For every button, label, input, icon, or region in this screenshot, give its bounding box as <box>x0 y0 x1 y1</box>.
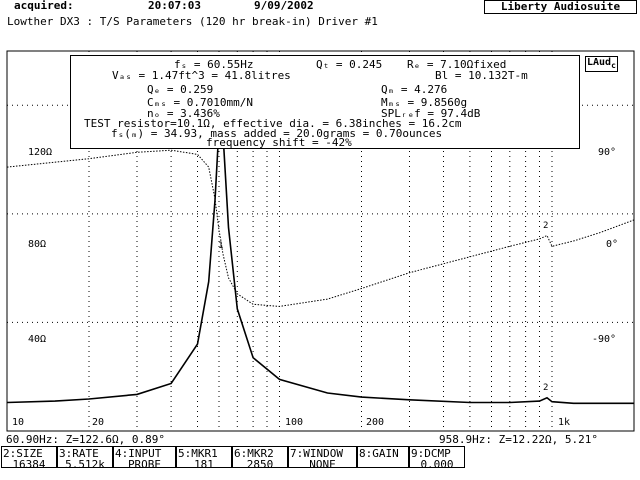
softkey-input-value: PROBE <box>127 458 162 471</box>
acquired-date: 9/09/2002 <box>254 0 314 12</box>
param-splref: SPLᵣₑf = 97.4dB <box>381 107 481 120</box>
acquired-label: acquired: <box>14 0 74 12</box>
plot-curves <box>6 98 635 405</box>
test-line-3: frequency shift = -42% <box>206 136 352 149</box>
softkey-gain-label: 8:GAIN <box>359 447 399 460</box>
marker-2-impedance[interactable]: 2 <box>543 383 549 393</box>
softkey-gain[interactable]: 8:GAIN <box>357 446 409 468</box>
y-right-label-90: 90° <box>598 147 617 158</box>
softkey-window[interactable]: 7:WINDOW NONE <box>288 446 357 471</box>
softkey-mkr2-label: 6:MKR2 <box>234 447 274 460</box>
softkey-input-label: 4:INPUT <box>115 447 162 460</box>
marker-2-phase[interactable]: 2 <box>543 221 549 231</box>
readout-marker-2: 958.9Hz: Z=12.22Ω, 5.21° <box>439 433 598 446</box>
page-title: Lowther DX3 : T/S Parameters (120 hr bre… <box>7 15 378 28</box>
softkey-size-label: 2:SIZE <box>3 447 43 460</box>
softkey-window-value: NONE <box>309 458 336 471</box>
impedance-curve <box>6 98 634 405</box>
ts-parameters-panel: fₛ = 60.55Hz Qₜ = 0.245 Rₑ = 7.10Ωfixed … <box>70 55 580 149</box>
test-line-2: fₛ(ₘ) = 34.93, mass added = 20.0grams = … <box>111 127 443 140</box>
softkey-rate-value: 5.512k <box>65 458 105 471</box>
softkey-rate-label: 3:RATE <box>59 447 99 460</box>
param-mms: Mₘₛ = 9.8560g <box>381 96 468 109</box>
marker-1[interactable]: 1 <box>218 241 224 251</box>
softkey-dcmp-label: 9:DCMP <box>411 447 451 460</box>
brand-label: Liberty Audiosuite <box>484 0 637 14</box>
test-line-1: TEST resistor=10.1Ω, effective dia. = 6.… <box>84 117 462 130</box>
x-label-100: 100 <box>285 417 304 428</box>
softkey-input[interactable]: 4:INPUT PROBE <box>113 446 176 471</box>
param-qe: Qₑ = 0.259 <box>147 83 214 96</box>
param-fs: fₛ = 60.55Hz <box>174 58 254 71</box>
softkey-dcmp-value: 0.000 <box>420 458 454 471</box>
plot-frame <box>6 50 635 432</box>
acquired-time: 20:07:03 <box>148 0 201 12</box>
softkey-mkr2-value: 2850 <box>246 458 274 471</box>
softkey-size-value: 16384 <box>12 458 46 471</box>
x-label-20: 20 <box>92 417 105 428</box>
laud-badge-main: LAud <box>587 57 612 68</box>
y-left-label-120: 120Ω <box>28 147 53 158</box>
x-label-200: 200 <box>366 417 385 428</box>
x-label-10: 10 <box>12 417 25 428</box>
softkey-size[interactable]: 2:SIZE 16384 <box>1 446 57 471</box>
laud-badge: LAudc <box>585 56 618 72</box>
softkey-dcmp[interactable]: 9:DCMP 0.000 <box>409 446 465 471</box>
laud-badge-sub: c <box>611 61 616 70</box>
param-cms: Cₘₛ = 0.7010mm/N <box>147 96 253 109</box>
y-left-label-40: 40Ω <box>28 334 47 345</box>
phase-curve <box>6 149 635 307</box>
y-left-label-80: 80Ω <box>28 239 47 250</box>
plot-grid <box>7 51 634 431</box>
param-re: Rₑ = 7.10Ωfixed <box>407 58 507 71</box>
param-bl: Bl = 10.132T-m <box>435 69 528 82</box>
softkey-mkr1-value: 181 <box>194 458 214 471</box>
softkey-mkr1[interactable]: 5:MKR1 181 <box>176 446 232 471</box>
param-qt: Qₜ = 0.245 <box>316 58 383 71</box>
softkey-mkr1-label: 5:MKR1 <box>178 447 218 460</box>
param-qm: Qₘ = 4.276 <box>381 83 448 96</box>
softkey-rate[interactable]: 3:RATE 5.512k <box>57 446 113 471</box>
y-right-label-0: 0° <box>606 239 619 250</box>
softkey-mkr2[interactable]: 6:MKR2 2850 <box>232 446 288 471</box>
readout-marker-1: 60.90Hz: Z=122.6Ω, 0.89° <box>6 433 165 446</box>
y-right-label-m90: -90° <box>592 334 617 345</box>
param-vas: Vₐₛ = 1.47ft^3 = 41.8litres <box>112 69 291 82</box>
softkey-window-label: 7:WINDOW <box>290 447 343 460</box>
param-no: nₒ = 3.436% <box>147 107 220 120</box>
x-label-1k: 1k <box>558 417 571 428</box>
